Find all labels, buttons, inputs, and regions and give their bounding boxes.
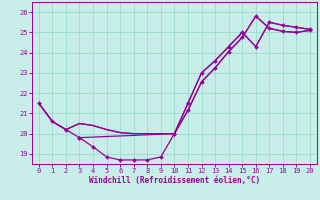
X-axis label: Windchill (Refroidissement éolien,°C): Windchill (Refroidissement éolien,°C) (89, 176, 260, 185)
